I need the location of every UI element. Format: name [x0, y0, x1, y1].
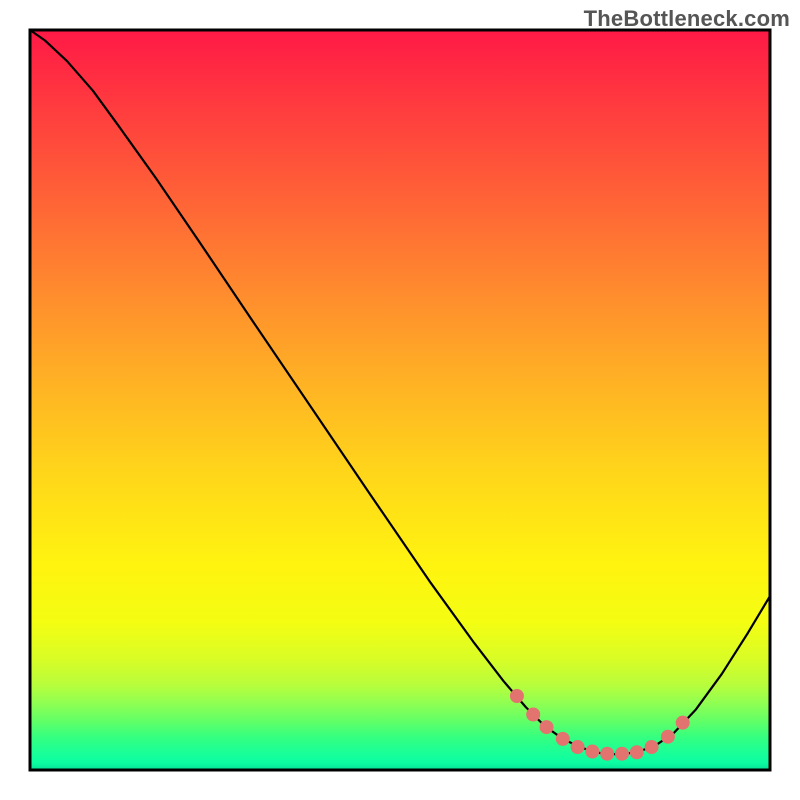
optimal-zone-marker — [600, 747, 614, 761]
optimal-zone-marker — [676, 716, 690, 730]
optimal-zone-marker — [540, 720, 554, 734]
optimal-zone-marker — [615, 747, 629, 761]
optimal-zone-marker — [510, 689, 524, 703]
optimal-zone-marker — [661, 730, 675, 744]
optimal-zone-marker — [526, 708, 540, 722]
bottleneck-chart — [0, 0, 800, 800]
watermark-text: TheBottleneck.com — [584, 6, 790, 32]
chart-container: TheBottleneck.com — [0, 0, 800, 800]
optimal-zone-marker — [585, 745, 599, 759]
optimal-zone-marker — [571, 740, 585, 754]
optimal-zone-marker — [630, 745, 644, 759]
optimal-zone-marker — [556, 732, 570, 746]
heatmap-background — [30, 30, 770, 770]
optimal-zone-marker — [645, 740, 659, 754]
